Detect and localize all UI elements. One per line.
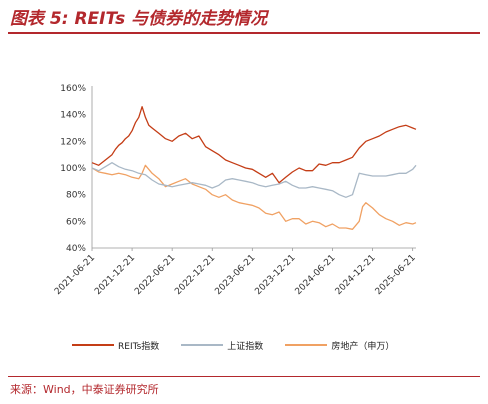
source-note: 来源：Wind，中泰证券研究所 xyxy=(10,383,159,396)
legend-label: REITs指数 xyxy=(118,341,160,352)
legend-label: 上证指数 xyxy=(227,341,264,352)
series-line-1 xyxy=(91,162,417,198)
x-tick-label: 2021-12-21 xyxy=(93,253,137,297)
x-tick-label: 2022-06-21 xyxy=(133,253,177,297)
series-line-0 xyxy=(91,106,417,184)
y-axis: 40% 60% 80% 100% 120% 140% 160% xyxy=(60,84,93,254)
legend-item-1: 上证指数 xyxy=(181,339,263,352)
x-tick-label: 2024-06-21 xyxy=(294,253,338,297)
title-underline xyxy=(8,32,480,34)
y-tick-label: 120% xyxy=(60,137,86,147)
x-tick-label: 2021-06-21 xyxy=(53,253,97,297)
series-line-2 xyxy=(91,164,417,230)
y-tick-label: 40% xyxy=(66,244,86,254)
x-axis: 2021-06-212021-12-212022-06-212022-12-21… xyxy=(53,247,418,297)
legend-swatch xyxy=(285,344,328,346)
y-tick-label: 160% xyxy=(60,84,86,94)
y-tick-label: 100% xyxy=(60,164,86,174)
source-divider xyxy=(8,376,480,377)
x-tick-label: 2023-12-21 xyxy=(253,253,297,297)
legend-label: 房地产（申万） xyxy=(331,341,395,352)
legend-swatch xyxy=(181,344,224,346)
legend: REITs指数 上证指数 房地产（申万） xyxy=(72,337,432,353)
x-tick-label: 2023-06-21 xyxy=(213,253,257,297)
legend-item-2: 房地产（申万） xyxy=(285,339,394,352)
legend-item-0: REITs指数 xyxy=(72,339,159,352)
chart-title: 图表 5: REITs 与债券的走势情况 xyxy=(10,9,268,29)
y-tick-label: 80% xyxy=(66,191,86,201)
y-tick-label: 140% xyxy=(60,111,86,121)
legend-swatch xyxy=(72,344,114,346)
series-layer xyxy=(91,106,417,230)
line-chart: 40% 60% 80% 100% 120% 140% 160% 2021-06-212021… xyxy=(53,84,418,297)
x-tick-label: 2024-12-21 xyxy=(334,253,378,297)
y-tick-label: 60% xyxy=(66,217,86,227)
x-tick-label: 2022-12-21 xyxy=(173,253,217,297)
x-tick-label: 2025-06-21 xyxy=(374,253,418,297)
